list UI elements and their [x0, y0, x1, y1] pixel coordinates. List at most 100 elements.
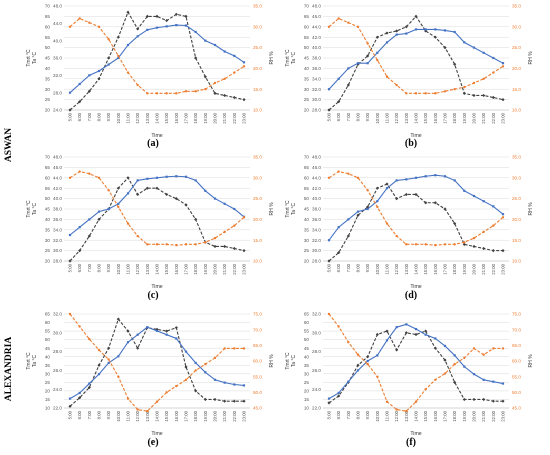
data-point-tmrt	[385, 31, 389, 35]
data-point-rh	[136, 408, 139, 411]
data-point-ta	[194, 179, 197, 182]
data-point-tmrt	[443, 358, 447, 362]
data-point-tmrt	[242, 249, 246, 253]
outer-tick-label: 65	[304, 165, 310, 170]
inner-tick-label: 26.0	[53, 368, 62, 373]
data-point-rh	[204, 88, 207, 91]
chart-panel-d: 20 25 30 35 40 45 50 55 60 65 70 28.0 30.0 32.0 34.0 36…	[283, 151, 535, 289]
x-tick-label: 18:00	[452, 263, 457, 274]
data-point-rh	[223, 77, 226, 81]
data-point-tmrt	[78, 249, 82, 253]
data-point-tmrt	[242, 399, 246, 403]
data-point-ta	[78, 391, 81, 395]
right-tick-label: 70.0	[253, 327, 262, 332]
data-point-rh	[78, 325, 81, 328]
data-point-rh	[376, 375, 379, 378]
data-point-tmrt	[165, 192, 169, 197]
data-point-ta	[204, 371, 207, 374]
x-tick-label: 8:00	[97, 263, 102, 272]
data-point-rh	[107, 358, 110, 361]
inner-tick-label: 36.0	[53, 217, 62, 222]
data-point-tmrt	[87, 385, 91, 390]
data-point-rh	[463, 241, 466, 244]
data-point-rh	[356, 176, 360, 179]
data-point-rh	[68, 25, 72, 28]
data-point-ta	[213, 43, 217, 47]
data-point-rh	[126, 397, 130, 400]
data-point-ta	[366, 207, 369, 211]
outer-tick-label: 55	[45, 186, 51, 191]
inner-tick-label: 30.0	[53, 248, 62, 253]
data-point-ta	[184, 24, 188, 27]
x-tick-label: 12:00	[135, 263, 140, 274]
data-point-ta	[136, 179, 139, 182]
y-axis-label-tmrt: Tmrt °C	[26, 352, 32, 370]
data-point-rh	[337, 17, 340, 20]
right-tick-label: 35.0	[512, 155, 521, 160]
right-tick-label: 75.0	[253, 312, 262, 317]
x-tick-label: 22:00	[232, 410, 237, 421]
data-point-tmrt	[107, 346, 111, 350]
outer-tick-label: 25	[45, 97, 51, 102]
outer-tick-label: 30	[304, 371, 310, 376]
x-tick-label: 6:00	[336, 410, 341, 419]
data-point-ta	[78, 82, 81, 86]
x-tick-label: 11:00	[385, 112, 390, 123]
data-point-rh	[405, 409, 408, 413]
data-point-tmrt	[385, 329, 389, 333]
outer-tick-label: 20	[304, 259, 310, 264]
x-tick-label: 10:00	[116, 410, 121, 421]
chart-b: 20 25 30 35 40 45 50 55 60 65 70 28.0 30.0 32.0 34.0 36…	[285, 4, 534, 138]
data-point-rh	[78, 170, 81, 173]
data-point-rh	[223, 347, 226, 350]
data-point-ta	[223, 50, 226, 53]
data-point-ta	[385, 187, 389, 190]
outer-tick-label: 55	[45, 329, 51, 334]
x-tick-label: 17:00	[184, 263, 189, 274]
data-point-rh	[366, 42, 369, 45]
data-point-tmrt	[184, 14, 188, 18]
right-tick-label: 35.0	[512, 4, 521, 9]
data-point-ta	[136, 35, 139, 38]
right-tick-label: 20.0	[512, 217, 521, 222]
data-point-ta	[213, 197, 217, 200]
data-point-tmrt	[68, 259, 72, 263]
data-point-rh	[405, 92, 408, 95]
data-point-rh	[146, 409, 149, 413]
data-point-ta	[327, 88, 331, 91]
data-point-tmrt	[482, 93, 486, 98]
series-line-ta	[328, 174, 504, 241]
data-point-ta	[405, 32, 408, 35]
data-point-tmrt	[184, 203, 188, 207]
data-point-rh	[376, 205, 379, 209]
data-point-rh	[213, 356, 217, 360]
data-point-ta	[385, 41, 389, 44]
y-axis-label-rh: RH %	[269, 202, 275, 216]
outer-tick-label: 40	[304, 217, 310, 222]
data-point-rh	[184, 90, 188, 93]
data-point-ta	[175, 23, 178, 27]
inner-tick-label: 34.0	[53, 227, 62, 232]
data-point-ta	[443, 29, 447, 32]
data-point-ta	[472, 373, 476, 376]
data-point-rh	[242, 347, 246, 350]
data-point-ta	[414, 176, 418, 179]
outer-tick-label: 25	[304, 97, 310, 102]
x-tick-label: 18:00	[193, 112, 198, 123]
data-point-ta	[155, 176, 159, 179]
chart-panel-e: 10 15 20 25 30 35 40 45 50 55 60 65 22.0 24.0 26.0 28.0…	[24, 308, 276, 436]
data-point-rh	[88, 21, 91, 24]
data-point-rh	[424, 243, 427, 246]
data-point-rh	[165, 391, 168, 394]
data-point-ta	[242, 384, 246, 387]
right-tick-label: 15.0	[253, 238, 262, 243]
outer-tick-label: 35	[45, 363, 51, 368]
data-point-ta	[337, 391, 340, 395]
data-point-ta	[482, 51, 485, 54]
data-point-tmrt	[87, 234, 91, 238]
x-tick-label: 19:00	[203, 410, 208, 421]
outer-tick-label: 55	[45, 35, 51, 40]
data-point-tmrt	[155, 14, 159, 18]
data-point-ta	[376, 354, 379, 357]
x-tick-label: 15:00	[423, 263, 428, 274]
